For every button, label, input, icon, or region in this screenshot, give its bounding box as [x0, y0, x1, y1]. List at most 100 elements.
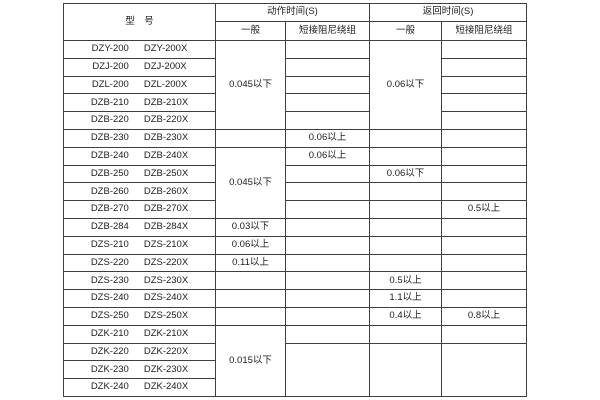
action-damped-cell	[284, 217, 371, 237]
return-damped-cell	[441, 146, 528, 166]
model-name: DZB-250	[90, 167, 129, 179]
model-name: DZS-230	[90, 274, 129, 286]
table-row: DZB-220 DZB-220X	[63, 111, 528, 130]
spec-table-container: 型 号 动作时间(S) 返回时间(S) 一般 短接阻尼绕组 一般 短接阻尼绕组 …	[63, 3, 528, 398]
model-cell: DZL-200 DZL-200X	[63, 75, 216, 95]
header-model: 型 号	[63, 3, 216, 41]
table-row: DZB-260 DZB-260X	[63, 182, 528, 202]
model-cell: DZS-250 DZS-250X	[63, 306, 216, 326]
header-action-time: 动作时间(S)	[214, 3, 371, 22]
table-row: DZK-220 DZK-220X	[63, 342, 528, 398]
action-damped-cell	[284, 75, 371, 95]
model-name-x: DZK-220X	[143, 345, 189, 357]
return-damped-cell: 0.5以上	[441, 200, 528, 219]
model-name-x: DZB-250X	[143, 167, 189, 179]
table-row: DZK-230 DZK-230X	[63, 360, 527, 380]
model-cell: DZJ-200 DZJ-200X	[63, 57, 216, 77]
model-pair: DZS-250 DZS-250X	[65, 310, 215, 321]
header-row-2: 一般 短接阻尼绕组 一般 短接阻尼绕组	[64, 21, 528, 41]
table-row: DZJ-200 DZJ-200X	[63, 57, 528, 77]
model-pair: DZK-230 DZK-230X	[65, 363, 215, 375]
return-damped-cell	[441, 324, 528, 344]
model-cell: DZK-230 DZK-230X	[63, 360, 216, 380]
action-damped-cell	[284, 271, 371, 291]
model-pair: DZK-240 DZK-240X	[65, 381, 215, 393]
model-name: DZY-200	[91, 43, 129, 55]
return-general-cell: 0.06以下	[369, 164, 443, 184]
model-name-x: DZB-230X	[143, 132, 189, 144]
model-pair: DZK-220 DZK-220X	[65, 345, 215, 357]
model-name: DZB-220	[90, 114, 129, 126]
return-damped-cell	[441, 289, 528, 308]
table-row: DZB-284 DZB-284X 0.03以下	[63, 217, 528, 237]
model-cell: DZB-220 DZB-220X	[63, 111, 216, 130]
model-name: DZK-240	[90, 381, 129, 393]
model-name-x: DZK-240X	[143, 381, 189, 393]
model-name-x: DZB-260X	[143, 185, 189, 197]
model-name: DZS-210	[90, 238, 129, 250]
model-cell: DZK-210 DZK-210X	[63, 324, 216, 344]
action-damped-cell	[284, 235, 371, 255]
relay-spec-table: 型 号 动作时间(S) 返回时间(S) 一般 短接阻尼绕组 一般 短接阻尼绕组 …	[63, 3, 528, 398]
action-damped-cell	[284, 324, 371, 344]
model-name-x: DZL-200X	[143, 78, 188, 90]
model-name: DZK-220	[90, 345, 129, 357]
table-row: DZY-200 DZY-200X 0.045以下 0.06以下	[63, 40, 528, 130]
model-name-x: DZK-210X	[143, 327, 189, 339]
return-general-cell	[369, 253, 443, 273]
action-damped-cell	[284, 57, 371, 77]
action-damped-cell	[284, 289, 371, 308]
return-damped-cell	[441, 164, 528, 184]
model-name: DZB-284	[90, 221, 129, 233]
model-name: DZB-210	[90, 96, 129, 108]
model-name-x: DZY-200X	[143, 43, 188, 55]
action-general-cell: 0.06以上	[215, 235, 286, 255]
model-pair: DZB-230 DZB-230X	[65, 132, 215, 144]
model-cell: DZB-260 DZB-260X	[63, 182, 216, 202]
model-name: DZS-220	[90, 256, 129, 268]
model-cell: DZB-230 DZB-230X	[63, 128, 216, 148]
action-general-cell	[215, 289, 286, 308]
model-pair: DZB-284 DZB-284X	[65, 221, 215, 233]
return-damped-cell	[441, 40, 528, 59]
model-pair: DZS-230 DZS-230X	[65, 274, 215, 286]
return-damped-cell	[441, 253, 528, 273]
model-name: DZK-230	[90, 363, 129, 375]
table-row: DZB-270 DZB-270X 0.5以上	[63, 200, 528, 219]
model-name: DZB-230	[90, 132, 129, 144]
model-cell: DZB-270 DZB-270X	[63, 200, 216, 219]
table-row: DZB-230 DZB-230X 0.06以上	[63, 128, 528, 148]
model-cell: DZB-210 DZB-210X	[63, 93, 216, 113]
table-row: DZL-200 DZL-200X	[63, 75, 528, 95]
header-row-1: 型 号 动作时间(S) 返回时间(S)	[63, 3, 528, 41]
model-cell: DZB-284 DZB-284X	[63, 217, 216, 237]
table-row: DZB-210 DZB-210X	[63, 93, 528, 113]
action-damped-cell	[284, 253, 371, 273]
action-general-cell	[215, 306, 286, 326]
header-action-damped: 短接阻尼绕组	[284, 21, 371, 41]
return-general-cell	[369, 235, 443, 255]
action-damped-cell	[284, 111, 371, 130]
return-general-cell	[369, 342, 443, 398]
model-pair: DZB-260 DZB-260X	[65, 185, 215, 197]
table-row: DZS-230 DZS-230X 0.5以上	[63, 271, 528, 291]
return-damped-cell: 0.8以上	[441, 306, 528, 326]
model-name: DZK-210	[90, 327, 129, 339]
return-damped-cell	[441, 75, 528, 95]
model-pair: DZJ-200 DZJ-200X	[65, 61, 215, 72]
header-return-damped: 短接阻尼绕组	[441, 21, 528, 41]
return-damped-cell	[441, 217, 528, 237]
action-damped-cell	[284, 182, 371, 202]
model-pair: DZK-210 DZK-210X	[65, 327, 215, 339]
model-pair: DZS-210 DZS-210X	[65, 238, 215, 250]
model-cell: DZK-240 DZK-240X	[63, 378, 216, 397]
return-general-cell: 1.1以上	[369, 289, 443, 308]
action-damped-cell	[284, 40, 371, 59]
model-pair: DZB-250 DZB-250X	[65, 167, 215, 179]
return-damped-cell	[441, 93, 528, 113]
model-name: DZB-240	[90, 149, 129, 161]
return-damped-cell	[441, 128, 528, 148]
return-damped-cell	[441, 271, 528, 291]
table-row: DZK-240 DZK-240X	[63, 378, 527, 397]
return-general-cell: 0.5以上	[369, 271, 443, 291]
